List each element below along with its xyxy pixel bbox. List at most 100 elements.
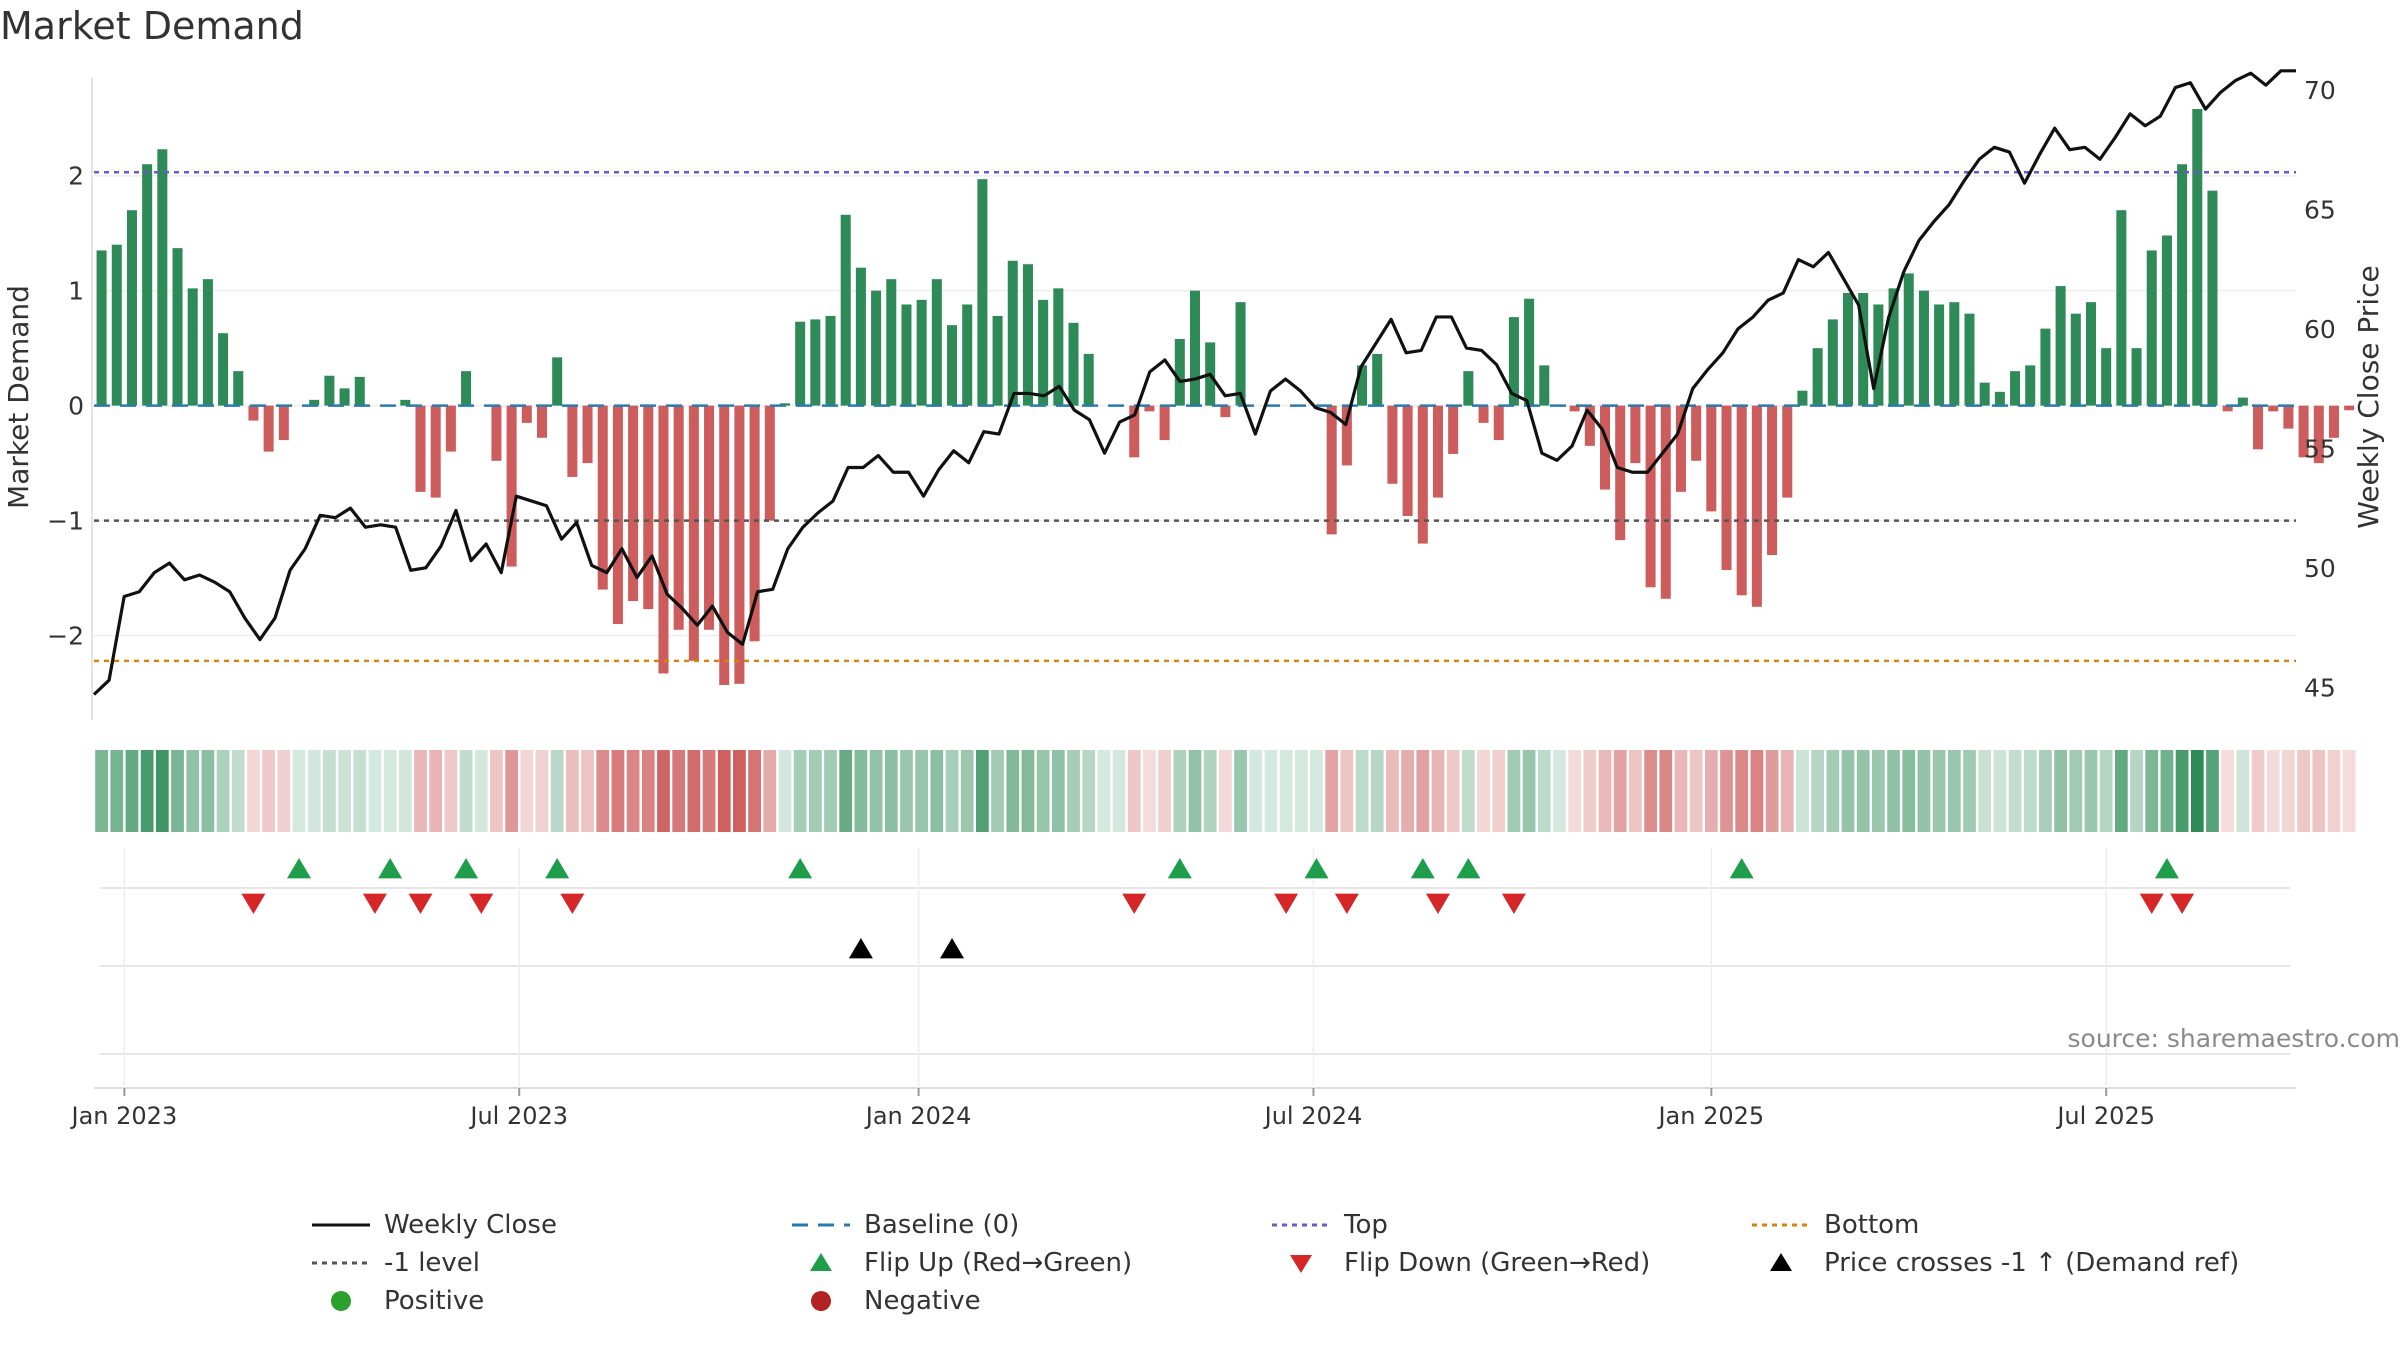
flip-down-marker — [1274, 894, 1298, 914]
demand-bar — [1327, 406, 1337, 535]
demand-bar — [1646, 406, 1656, 588]
strip-cell — [566, 750, 579, 832]
strip-cell — [1340, 750, 1353, 832]
demand-bar — [1403, 406, 1413, 516]
strip-cell — [1189, 750, 1202, 832]
triangle-down-icon — [1270, 1248, 1332, 1278]
y2-tick-label: 50 — [2304, 554, 2336, 583]
legend-line-icon — [310, 1210, 372, 1240]
flip-up-marker — [287, 858, 311, 878]
demand-bar — [917, 300, 927, 406]
demand-bar — [947, 325, 957, 405]
strip-cell — [2343, 750, 2356, 832]
demand-bar — [203, 279, 213, 405]
demand-bar — [901, 304, 911, 405]
y-axis-title: Market Demand — [2, 285, 35, 509]
strip-cell — [1477, 750, 1490, 832]
strip-cell — [1447, 750, 1460, 832]
strip-cell — [627, 750, 640, 832]
flip-down-marker — [469, 894, 493, 914]
demand-bar — [2162, 235, 2172, 405]
demand-bar — [2056, 286, 2066, 406]
strip-cell — [1675, 750, 1688, 832]
legend-label: Weekly Close — [384, 1210, 557, 1240]
demand-bar — [993, 316, 1003, 406]
strip-cell — [748, 750, 761, 832]
strip-cell — [870, 750, 883, 832]
x-tick-label: Jul 2024 — [1263, 1102, 1363, 1130]
demand-bar — [1023, 264, 1033, 405]
flip-down-marker — [363, 894, 387, 914]
demand-bar — [1190, 291, 1200, 406]
demand-bar — [1236, 302, 1246, 405]
legend-label: Bottom — [1824, 1210, 1919, 1240]
strip-cell — [1082, 750, 1095, 832]
strip-cell — [1811, 750, 1824, 832]
strip-cell — [2312, 750, 2325, 832]
demand-bar — [598, 406, 608, 590]
legend-label: Baseline (0) — [864, 1210, 1019, 1240]
legend-price-cross: Price crosses -1 ↑ (Demand ref) — [1750, 1248, 2239, 1278]
flip-down-marker — [409, 894, 433, 914]
strip-cell — [1720, 750, 1733, 832]
strip-cell — [794, 750, 807, 832]
strip-cell — [2252, 750, 2265, 832]
strip-cell — [1265, 750, 1278, 832]
legend-weekly-close: Weekly Close — [310, 1210, 557, 1240]
demand-bar — [841, 215, 851, 406]
demand-bar — [1220, 406, 1230, 417]
demand-bar — [886, 279, 896, 405]
strip-cell — [2236, 750, 2249, 832]
strip-cell — [1128, 750, 1141, 832]
strip-cell — [809, 750, 822, 832]
strip-cell — [2039, 750, 2052, 832]
strip-cell — [551, 750, 564, 832]
demand-bar — [658, 406, 668, 674]
strip-cell — [2085, 750, 2098, 832]
strip-cell — [1067, 750, 1080, 832]
strip-cell — [171, 750, 184, 832]
strip-cell — [1037, 750, 1050, 832]
strip-cell — [186, 750, 199, 832]
demand-bar — [461, 371, 471, 405]
strip-cell — [672, 750, 685, 832]
strip-cell — [2130, 750, 2143, 832]
legend-label: Flip Up (Red→Green) — [864, 1248, 1132, 1278]
demand-bar — [1160, 406, 1170, 440]
strip-cell — [1416, 750, 1429, 832]
strip-cell — [1659, 750, 1672, 832]
strip-cell — [2282, 750, 2295, 832]
y2-axis-title: Weekly Close Price — [2352, 265, 2385, 528]
demand-bar — [157, 149, 167, 405]
strip-cell — [2328, 750, 2341, 832]
demand-bar — [1494, 406, 1504, 440]
demand-bar — [2025, 365, 2035, 405]
x-tick-label: Jan 2023 — [70, 1102, 178, 1130]
strip-cell — [444, 750, 457, 832]
demand-bar — [2329, 406, 2339, 438]
y2-tick-label: 55 — [2304, 434, 2336, 463]
strip-cell — [1234, 750, 1247, 832]
demand-bar — [1084, 354, 1094, 406]
strip-cell — [1295, 750, 1308, 832]
strip-cell — [399, 750, 412, 832]
strip-cell — [718, 750, 731, 832]
flip-down-marker — [1335, 894, 1359, 914]
flip-down-marker — [1122, 894, 1146, 914]
strip-cell — [1826, 750, 1839, 832]
x-tick-label: Jul 2023 — [468, 1102, 568, 1130]
flip-down-marker — [1502, 894, 1526, 914]
strip-cell — [1766, 750, 1779, 832]
circle-icon — [790, 1286, 852, 1316]
demand-bar — [613, 406, 623, 624]
demand-bar — [1175, 339, 1185, 406]
strip-cell — [1902, 750, 1915, 832]
strip-cell — [1386, 750, 1399, 832]
strip-cell — [2069, 750, 2082, 832]
strip-cell — [703, 750, 716, 832]
strip-cell — [1173, 750, 1186, 832]
legend-flip-up: Flip Up (Red→Green) — [790, 1248, 1132, 1278]
demand-bar — [248, 406, 258, 421]
demand-bar — [643, 406, 653, 609]
legend-dotted-icon — [1750, 1210, 1812, 1240]
